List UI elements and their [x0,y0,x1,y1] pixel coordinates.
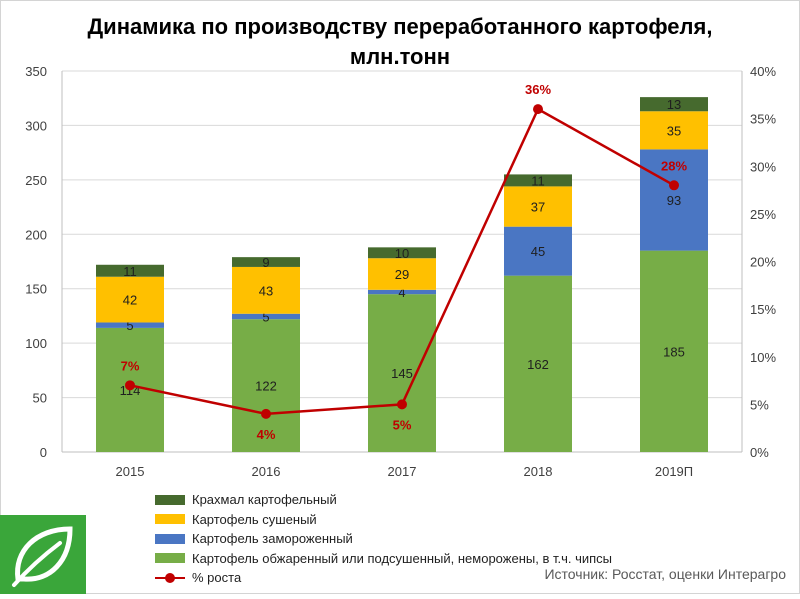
bar-value-label: 185 [663,344,685,359]
bar-value-label: 10 [395,246,409,261]
bar-segment [640,250,708,452]
logo [0,515,86,594]
bar-value-label: 11 [123,264,137,279]
bar-segment [368,247,436,259]
legend-label: % роста [192,570,242,586]
bar-value-label: 35 [667,123,681,138]
bar-value-label: 93 [667,193,681,208]
y-tick-label: 50 [33,391,47,406]
bar-value-label: 4 [398,285,405,300]
leaf-icon [12,526,73,587]
growth-marker [669,180,679,191]
bar-segment [96,264,164,277]
bar-value-label: 145 [391,366,413,381]
y2-tick-label: 20% [750,255,776,270]
bar-value-label: 162 [527,357,549,372]
bar-segment [368,294,436,452]
bar-segment [232,257,300,267]
bar-value-label: 42 [123,293,137,308]
y2-tick-label: 0% [750,445,769,460]
bar-segment [232,266,300,314]
growth-marker [261,408,271,419]
legend-line-swatch [155,572,185,583]
legend-label: Картофель обжаренный или подсушенный, не… [192,550,612,566]
bar-segment [232,319,300,452]
legend-swatch [155,514,185,525]
y-tick-label: 200 [25,227,47,242]
bar-value-label: 9 [262,255,269,270]
bar-segment [640,149,708,251]
y2-tick-label: 10% [750,350,776,365]
x-tick-label: 2019П [655,464,693,479]
bar-segment [504,186,572,227]
legend-item: Картофель обжаренный или подсушенный, не… [155,549,612,569]
legend-swatch [155,494,185,505]
bar-segment [640,111,708,150]
legend-label: Крахмал картофельный [192,492,337,508]
bar-value-label: 5 [126,318,133,333]
bar-segment [640,97,708,112]
growth-value-label: 4% [257,427,276,442]
bar-segment [504,226,572,276]
y2-tick-label: 15% [750,302,776,317]
bar-segment [232,313,300,320]
y-tick-label: 300 [25,118,47,133]
y-tick-label: 350 [25,64,47,79]
legend-label: Картофель сушеный [192,511,317,527]
growth-value-label: 36% [525,82,551,97]
bar-value-label: 122 [255,379,277,394]
legend-item: Крахмал картофельный [155,490,612,510]
y2-tick-label: 35% [750,112,776,127]
x-tick-label: 2018 [524,464,553,479]
bar-value-label: 13 [667,97,681,112]
growth-value-label: 28% [661,158,687,173]
legend-item: % роста [155,568,612,588]
y-tick-label: 100 [25,336,47,351]
bar-segment [504,275,572,452]
bar-value-label: 29 [395,267,409,282]
x-tick-label: 2015 [116,464,145,479]
growth-value-label: 5% [393,417,412,432]
y2-tick-label: 25% [750,207,776,222]
legend-item: Картофель замороженный [155,529,612,549]
x-tick-label: 2017 [388,464,417,479]
y-tick-label: 0 [40,445,47,460]
y2-tick-label: 30% [750,159,776,174]
chart-title-line1: Динамика по производству переработанного… [87,14,713,39]
bar-value-label: 5 [262,309,269,324]
legend-swatch [155,553,185,564]
bar-segment [368,258,436,290]
chart-title-line2: млн.тонн [349,44,451,69]
y-tick-label: 250 [25,173,47,188]
x-tick-label: 2016 [252,464,281,479]
bar-value-label: 43 [259,283,273,298]
bar-value-label: 45 [531,244,545,259]
y2-tick-label: 40% [750,64,776,79]
chart-legend: Крахмал картофельный Картофель сушеный Кар… [155,490,612,588]
legend-item: Картофель сушеный [155,510,612,530]
chart-title: Динамика по производству переработанного… [0,12,800,72]
bar-segment [96,322,164,328]
y-tick-label: 150 [25,282,47,297]
y2-tick-label: 5% [750,397,769,412]
bar-segment [504,174,572,187]
legend-swatch [155,533,185,544]
growth-marker [397,399,407,410]
bar-segment [96,276,164,323]
growth-value-label: 7% [121,358,140,373]
bar-value-label: 11 [531,173,545,188]
growth-marker [125,380,135,391]
bar-value-label: 37 [531,200,545,215]
source-note: Источник: Росстат, оценки Интерагро [544,566,786,582]
growth-marker [533,104,543,115]
legend-label: Картофель замороженный [192,531,353,547]
bar-segment [368,289,436,295]
